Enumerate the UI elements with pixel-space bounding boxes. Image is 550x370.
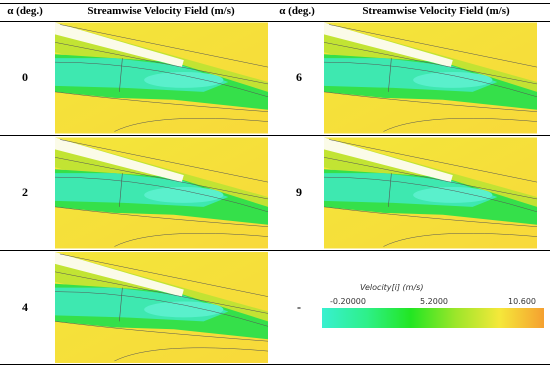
rule xyxy=(0,250,550,251)
angle: - xyxy=(297,300,301,314)
header-cell: α (deg.) xyxy=(279,5,315,17)
contour-image xyxy=(324,22,537,134)
header-cell: Streamwise Velocity Field (m/s) xyxy=(362,5,510,17)
angle: 0 xyxy=(22,70,28,84)
rule xyxy=(0,135,550,136)
legend-tick: -0.20000 xyxy=(330,297,366,306)
contour-image xyxy=(324,137,537,249)
header-cell: α (deg.) xyxy=(7,5,43,17)
contour-image xyxy=(55,137,268,249)
legend-title: Velocity[i] (m/s) xyxy=(360,283,424,292)
legend-tick: 10.600 xyxy=(508,297,536,306)
angle: 9 xyxy=(296,185,302,199)
colorbar xyxy=(322,308,544,328)
rule xyxy=(0,21,550,22)
angle: 6 xyxy=(296,70,302,84)
contour-image xyxy=(55,252,268,363)
rule xyxy=(0,3,550,4)
angle: 2 xyxy=(22,185,28,199)
header-cell: Streamwise Velocity Field (m/s) xyxy=(87,5,235,17)
contour-image xyxy=(55,22,268,134)
rule xyxy=(0,364,550,365)
legend-tick: 5.2000 xyxy=(420,297,448,306)
angle: 4 xyxy=(22,300,28,314)
